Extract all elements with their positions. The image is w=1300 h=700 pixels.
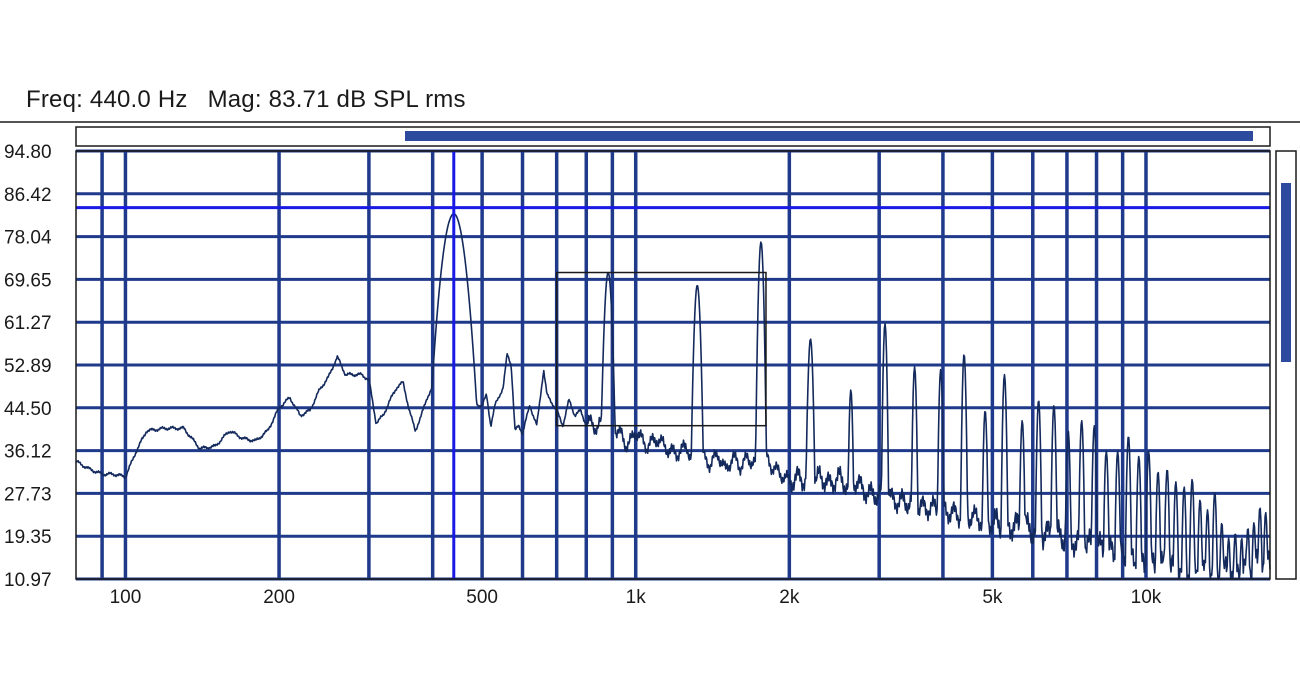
x-tick-label: 1k — [626, 587, 647, 608]
selection-box[interactable] — [555, 271, 767, 427]
x-tick-label: 500 — [466, 587, 498, 608]
x-axis-labels: 100 200 500 1k 2k 5k 10k — [110, 587, 1162, 608]
freq-label: Freq: — [26, 86, 84, 113]
spectrum-trace — [75, 213, 1271, 580]
horizontal-zoom-thumb[interactable] — [405, 131, 1253, 141]
vertical-zoom-thumb[interactable] — [1281, 183, 1291, 362]
cursor-group — [76, 151, 1270, 579]
frequency-magnitude-readout: Freq: 440.0 Hz Mag: 83.71 dB SPL rms — [26, 86, 466, 114]
y-tick-label: 69.65 — [4, 270, 52, 291]
mag-label: Mag: — [207, 86, 262, 113]
x-tick-label: 10k — [1131, 587, 1162, 608]
selection-group — [555, 271, 767, 427]
y-tick-label: 10.97 — [4, 570, 52, 591]
spectrum-trace-group — [75, 213, 1271, 580]
y-tick-label: 86.42 — [4, 185, 52, 206]
mag-value: 83.71 dB SPL rms — [268, 86, 466, 113]
y-tick-label: 94.80 — [4, 142, 52, 163]
y-axis-labels: 10.97 19.35 27.73 36.12 44.50 52.89 61.27 69.65… — [4, 142, 52, 591]
y-tick-label: 61.27 — [4, 313, 52, 334]
y-tick-label: 52.89 — [4, 356, 52, 377]
horizontal-grid — [76, 149, 1270, 581]
x-tick-label: 2k — [779, 587, 800, 608]
x-tick-label: 200 — [263, 587, 295, 608]
y-tick-label: 19.35 — [4, 527, 52, 548]
x-tick-label: 5k — [982, 587, 1003, 608]
x-tick-label: 100 — [110, 587, 142, 608]
y-tick-label: 78.04 — [4, 228, 52, 249]
y-tick-label: 36.12 — [4, 442, 52, 463]
y-tick-label: 27.73 — [4, 484, 52, 505]
freq-value: 440.0 Hz — [89, 86, 188, 113]
plot-frame — [75, 150, 1271, 580]
y-tick-label: 44.50 — [4, 399, 52, 420]
